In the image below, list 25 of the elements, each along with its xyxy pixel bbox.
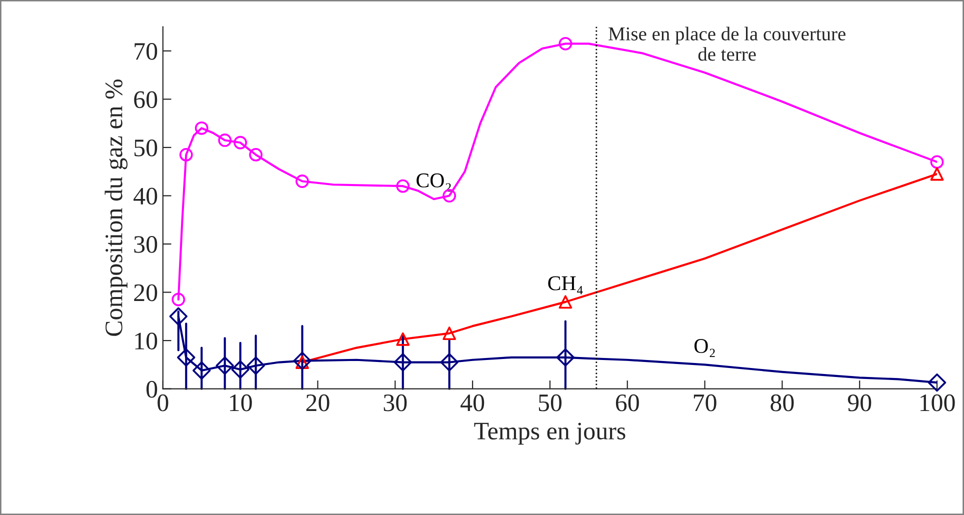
x-axis-title: Temps en jours (474, 422, 626, 445)
series-label: O₂ (694, 339, 715, 358)
x-tick-label: 80 (770, 394, 794, 412)
ref-line-label: Mise en place de la couverture de terre (608, 26, 846, 61)
x-tick-label: 20 (306, 394, 330, 412)
x-tick-label: 60 (616, 394, 639, 412)
y-tick-label: 40 (134, 188, 158, 205)
series-label: CO₂ (416, 173, 451, 192)
x-tick-label: 100 (920, 394, 955, 412)
x-tick-label: 90 (848, 394, 872, 412)
y-tick-label: 20 (134, 284, 158, 302)
y-tick-label: 70 (134, 42, 158, 60)
y-tick-label: 0 (146, 380, 158, 398)
y-tick-label: 10 (135, 332, 158, 350)
y-axis-title: Composition du gaz en % (104, 80, 128, 336)
series-label: CH₄ (548, 276, 583, 294)
y-tick-label: 60 (134, 91, 158, 108)
x-tick-label: 10 (230, 394, 252, 412)
x-tick-label: 70 (694, 394, 716, 412)
y-tick-label: 30 (134, 236, 158, 253)
x-tick-label: 50 (538, 394, 562, 412)
x-tick-label: 0 (158, 394, 168, 412)
x-tick-label: 40 (460, 394, 484, 412)
y-tick-label: 50 (134, 140, 158, 156)
x-tick-label: 30 (384, 394, 407, 412)
